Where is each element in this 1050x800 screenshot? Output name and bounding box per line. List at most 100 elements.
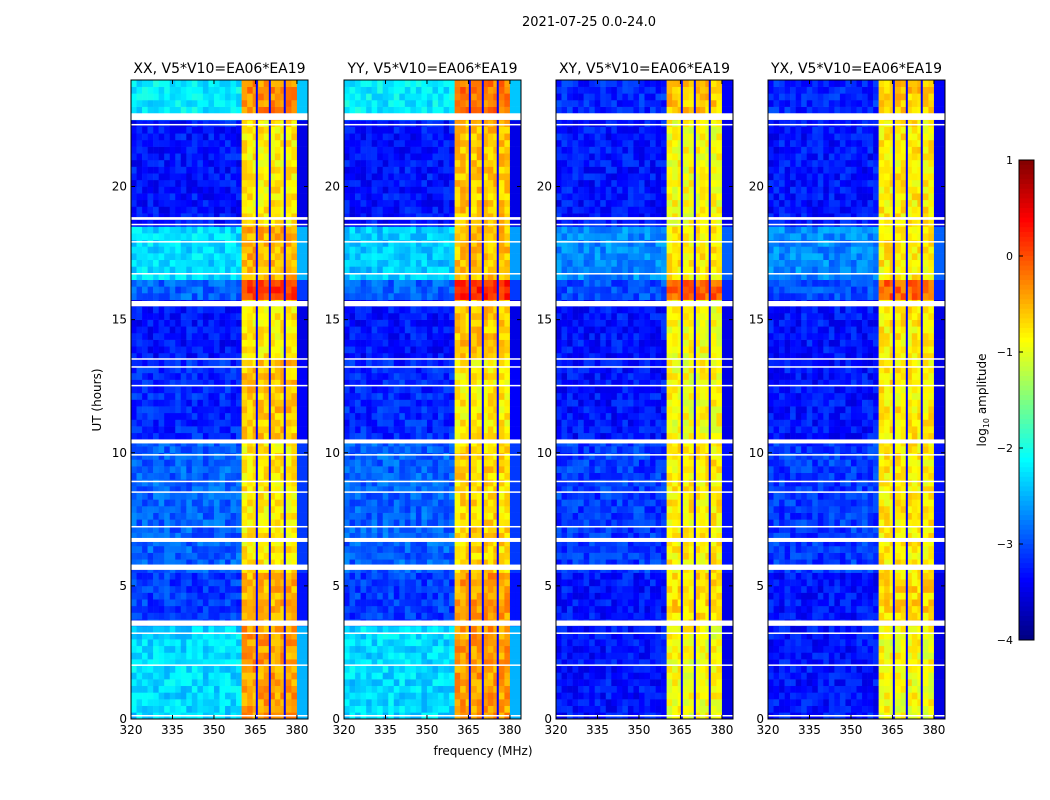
- heatmap-cell: [285, 452, 292, 460]
- heatmap-cell: [349, 612, 356, 620]
- heatmap-cell: [191, 346, 198, 354]
- heatmap-cell: [164, 259, 171, 267]
- heatmap-cell: [377, 392, 384, 400]
- heatmap-cell: [487, 366, 494, 374]
- heatmap-cell: [197, 426, 204, 434]
- heatmap-cell: [175, 332, 182, 340]
- heatmap-cell: [471, 372, 478, 380]
- heatmap-cell: [274, 259, 281, 267]
- heatmap-cell: [415, 426, 422, 434]
- heatmap-cell: [515, 352, 522, 360]
- heatmap-cell: [158, 386, 165, 394]
- heatmap-cell: [465, 579, 472, 587]
- heatmap-cell: [415, 339, 422, 347]
- heatmap-cell: [136, 592, 143, 600]
- heatmap-cell: [241, 399, 248, 407]
- heatmap-cell: [164, 239, 171, 247]
- heatmap-cell: [225, 233, 231, 241]
- heatmap-cell: [147, 539, 154, 547]
- heatmap-cell: [388, 572, 395, 580]
- heatmap-cell: [421, 459, 428, 467]
- heatmap-cell: [169, 312, 176, 320]
- heatmap-cell: [269, 319, 276, 327]
- heatmap-cell: [285, 186, 292, 194]
- heatmap-cell: [147, 80, 154, 87]
- heatmap-cell: [504, 392, 511, 400]
- heatmap-cell: [360, 632, 367, 640]
- heatmap-cell: [263, 399, 270, 407]
- heatmap-cell: [404, 486, 411, 493]
- flagged-row: [131, 632, 308, 634]
- heatmap-cell: [269, 312, 276, 320]
- heatmap-cell: [482, 539, 489, 547]
- heatmap-cell: [153, 525, 159, 533]
- heatmap-cell: [202, 625, 209, 633]
- heatmap-cell: [164, 592, 171, 600]
- heatmap-cell: [202, 572, 209, 580]
- heatmap-cell: [263, 466, 270, 474]
- heatmap-cell: [515, 472, 522, 480]
- heatmap-cell: [360, 625, 367, 633]
- y-tick-label: 5: [119, 579, 127, 593]
- heatmap-cell: [175, 692, 182, 700]
- heatmap-cell: [482, 466, 489, 474]
- heatmap-cell: [241, 332, 248, 340]
- heatmap-cell: [404, 705, 411, 713]
- heatmap-cell: [180, 93, 187, 101]
- heatmap-cell: [230, 466, 237, 474]
- heatmap-cell: [366, 399, 372, 407]
- heatmap-cell: [247, 459, 253, 467]
- heatmap-cell: [296, 406, 303, 414]
- heatmap-cell: [349, 539, 356, 547]
- heatmap-cell: [269, 532, 276, 540]
- heatmap-cell: [377, 552, 384, 560]
- heatmap-cell: [421, 625, 428, 633]
- heatmap-cell: [366, 519, 372, 527]
- heatmap-cell: [236, 532, 242, 540]
- heatmap-cell: [175, 592, 182, 600]
- heatmap-cell: [454, 692, 461, 700]
- heatmap-cell: [432, 559, 439, 567]
- heatmap-cell: [471, 459, 478, 467]
- heatmap-cell: [269, 86, 276, 94]
- heatmap-cell: [147, 139, 154, 147]
- heatmap-cell: [443, 639, 450, 647]
- heatmap-cell: [460, 419, 466, 427]
- heatmap-cell: [515, 372, 522, 380]
- heatmap-cell: [158, 153, 165, 161]
- heatmap-cell: [377, 332, 384, 340]
- heatmap-cell: [504, 585, 511, 593]
- heatmap-cell: [158, 672, 165, 680]
- heatmap-cell: [360, 386, 367, 394]
- heatmap-cell: [504, 545, 511, 553]
- heatmap-cell: [476, 639, 483, 647]
- heatmap-cell: [421, 579, 428, 587]
- heatmap-cell: [285, 679, 292, 687]
- heatmap-cell: [438, 426, 444, 434]
- heatmap-cell: [202, 246, 209, 254]
- heatmap-cell: [202, 266, 209, 274]
- heatmap-cell: [515, 479, 522, 487]
- heatmap-cell: [197, 685, 204, 693]
- heatmap-cell: [415, 685, 422, 693]
- heatmap-cell: [410, 406, 417, 414]
- heatmap-cell: [136, 352, 143, 360]
- heatmap-cell: [186, 86, 193, 94]
- heatmap-cell: [263, 366, 270, 374]
- heatmap-cell: [142, 273, 148, 280]
- heatmap-cell: [241, 219, 248, 227]
- heatmap-cell: [169, 692, 176, 700]
- heatmap-cell: [382, 446, 389, 454]
- heatmap-cell: [498, 659, 505, 667]
- heatmap-cell: [225, 412, 231, 420]
- heatmap-cell: [471, 366, 478, 374]
- heatmap-cell: [509, 639, 516, 647]
- heatmap-cell: [175, 479, 182, 487]
- heatmap-cell: [355, 472, 361, 480]
- heatmap-cell: [349, 366, 356, 374]
- heatmap-cell: [258, 659, 265, 667]
- heatmap-cell: [344, 612, 350, 620]
- heatmap-cell: [197, 126, 204, 134]
- heatmap-cell: [219, 585, 226, 593]
- heatmap-cell: [280, 399, 287, 407]
